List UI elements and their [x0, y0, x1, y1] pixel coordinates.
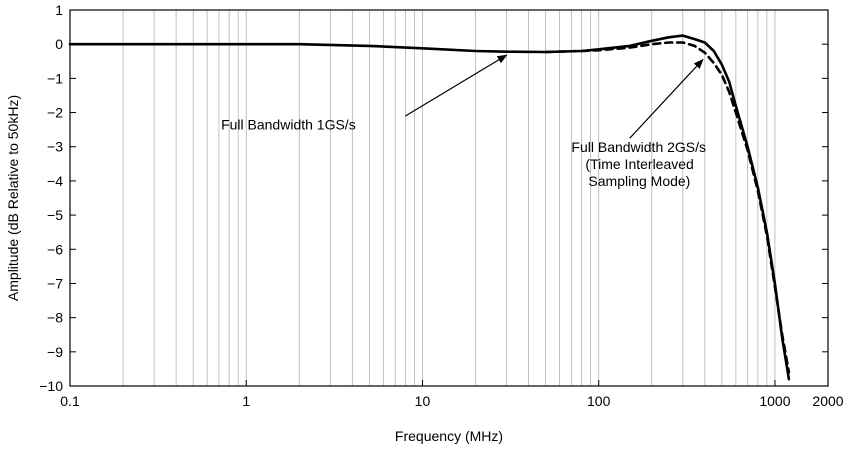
annotation-label: Full Bandwidth 2GS/s (Time Interleaved Sam… — [571, 139, 706, 189]
annotation-arrow — [405, 54, 508, 117]
y-tick-label: 0 — [55, 36, 63, 52]
y-tick-label: 1 — [55, 2, 63, 18]
y-tick-label: −8 — [47, 310, 63, 326]
y-tick-label: −7 — [47, 275, 63, 291]
y-tick-label: −10 — [39, 378, 63, 394]
y-tick-label: −5 — [47, 207, 63, 223]
y-ticks-layer: 1 0 −1 −2 −3 −4 −5 −6 −7 −8 −9 −10 — [39, 2, 828, 394]
x-tick-label: 10 — [415, 393, 431, 409]
y-tick-label: −4 — [47, 173, 63, 189]
annotation-label: Full Bandwidth 1GS/s — [221, 117, 356, 133]
x-tick-label: 0.1 — [60, 393, 80, 409]
y-axis-title: Amplitude (dB Relative to 50kHz) — [5, 95, 21, 301]
x-tick-label: 1000 — [759, 393, 790, 409]
x-ticks-layer: 0.1 1 10 100 1000 2000 — [60, 380, 844, 409]
x-axis-title: Frequency (MHz) — [395, 428, 503, 444]
y-tick-label: −1 — [47, 70, 63, 86]
x-tick-label: 2000 — [812, 393, 843, 409]
y-tick-label: −3 — [47, 139, 63, 155]
annotation-layer: Full Bandwidth 1GS/s Full Bandwidth 2GS/s… — [221, 54, 706, 189]
plot-frame — [69, 9, 829, 387]
series-line-1gs — [68, 34, 791, 381]
series-layer — [68, 34, 791, 381]
series-line-2gs — [544, 41, 791, 374]
y-tick-label: −6 — [47, 241, 63, 257]
y-tick-label: −9 — [47, 344, 63, 360]
y-tick-label: −2 — [47, 105, 63, 121]
x-tick-label: 1 — [242, 393, 250, 409]
grid-layer — [122, 10, 776, 386]
annotation-arrow — [629, 58, 704, 139]
x-tick-label: 100 — [587, 393, 611, 409]
